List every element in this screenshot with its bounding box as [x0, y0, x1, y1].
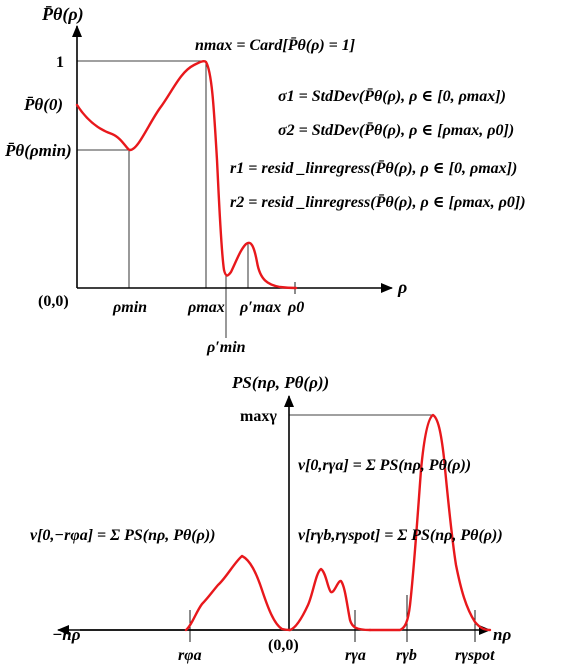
- bottom-origin-label: (0,0): [268, 637, 299, 654]
- eq-r-2: r2 = resid _linregress(P̄θ(ρ), ρ ∈ [ρmax…: [230, 193, 526, 211]
- top-y-label-one: 1: [56, 54, 64, 71]
- bottom-diagram: PS(nρ, Pθ(ρ)) maxγ −nρ (0,0) nρ rφa rγa …: [30, 373, 511, 664]
- top-y-axis-title: P̄θ(ρ): [41, 4, 84, 25]
- eq-nu-phi: ν[0,−rφa] = Σ PS(nρ, Pθ(ρ)): [30, 527, 216, 544]
- top-x-label-rho-min-prime: ρ′min: [206, 339, 246, 356]
- top-diagram: P̄θ(ρ) 1 P̄θ(0) P̄θ(ρmin) (0,0) ρmin ρma…: [4, 4, 526, 356]
- bottom-curve-phi: [184, 554, 292, 632]
- bottom-y-label-max: maxγ: [240, 408, 277, 425]
- eq-sigma-1: σ1 = StdDev(P̄θ(ρ), ρ ∈ [0, ρmax]): [278, 87, 506, 105]
- top-x-label-rho-max: ρmax: [187, 299, 225, 316]
- eq-sigma-2: σ2 = StdDev(P̄θ(ρ), ρ ∈ [ρmax, ρ0]): [278, 121, 514, 139]
- bottom-y-axis-title: PS(nρ, Pθ(ρ)): [231, 373, 329, 392]
- bottom-x-label-ra-phi: rφa: [178, 647, 202, 664]
- bottom-x-axis-title: nρ: [493, 625, 511, 644]
- top-x-label-rho-min: ρmin: [112, 299, 147, 316]
- top-x-label-rho-0: ρ0: [287, 299, 304, 316]
- top-x-axis-title: ρ: [397, 277, 407, 297]
- eq-nu-gamma-a: ν[0,rγa] = Σ PS(nρ, Pθ(ρ)): [298, 457, 471, 474]
- bottom-x-label-ra-gamma: rγa: [345, 647, 366, 664]
- top-x-label-rho-max-prime: ρ′max: [239, 299, 281, 316]
- bottom-curve-gamma-a: [288, 567, 372, 632]
- bottom-x-label-rspot-gamma: rγspot: [455, 647, 495, 664]
- bottom-x-left-label: −nρ: [52, 625, 81, 644]
- bottom-curve-gamma-b: [368, 413, 492, 632]
- eq-nu-gamma-b: ν[rγb,rγspot] = Σ PS(nρ, Pθ(ρ)): [298, 527, 503, 544]
- top-y-label-p0: P̄θ(0): [23, 95, 63, 114]
- top-curve-p-bar: [75, 60, 298, 290]
- eq-n-max: nmax = Card[P̄θ(ρ) = 1]: [195, 36, 355, 54]
- top-y-label-pmin: P̄θ(ρmin): [4, 141, 72, 160]
- top-origin-label: (0,0): [38, 293, 69, 310]
- bottom-x-label-rb-gamma: rγb: [396, 647, 417, 664]
- eq-r-1: r1 = resid _linregress(P̄θ(ρ), ρ ∈ [0, ρ…: [230, 159, 517, 177]
